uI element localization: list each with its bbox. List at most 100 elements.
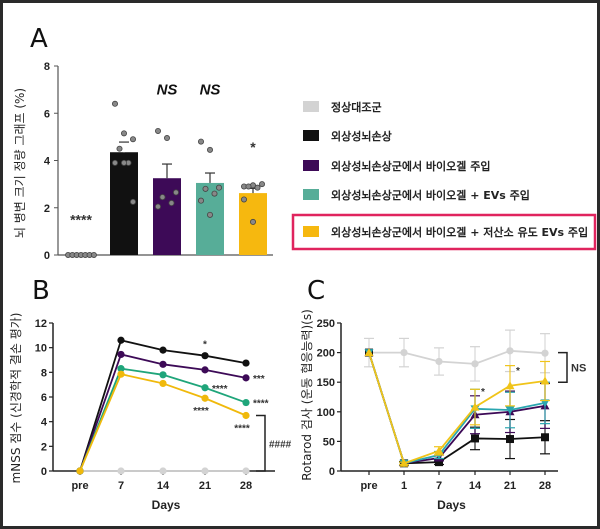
data-point bbox=[206, 146, 213, 153]
data-point bbox=[117, 336, 125, 344]
x-tick-label: 28 bbox=[539, 480, 551, 492]
data-point bbox=[215, 184, 222, 191]
data-point bbox=[90, 251, 97, 258]
data-point bbox=[254, 184, 261, 191]
y-tick-label: 4 bbox=[44, 156, 51, 168]
panel-label-c: C bbox=[307, 276, 325, 306]
data-point bbox=[154, 127, 161, 134]
data-point bbox=[505, 406, 515, 415]
data-point bbox=[159, 371, 167, 379]
data-point bbox=[159, 194, 166, 201]
data-point bbox=[159, 467, 167, 475]
significance-label: **** bbox=[253, 399, 269, 410]
bar-chart-lesion-size: 0 2 4 6 8 뇌 병변 크기 정량 그래프 (%) **** NS NS * bbox=[13, 61, 273, 262]
data-point bbox=[434, 446, 444, 455]
data-point bbox=[202, 185, 209, 192]
y-tick-label: 0 bbox=[41, 466, 47, 478]
data-point bbox=[506, 347, 514, 355]
y-tick-label: 100 bbox=[317, 407, 335, 419]
data-point bbox=[242, 359, 250, 367]
y-tick-label: 8 bbox=[44, 61, 50, 73]
x-tick-label: 7 bbox=[436, 480, 442, 492]
bracket-label: NS bbox=[571, 362, 586, 374]
significance-label: **** bbox=[70, 211, 92, 227]
significance-label: NS bbox=[157, 81, 178, 98]
data-point bbox=[163, 135, 170, 142]
data-point bbox=[242, 467, 250, 475]
y-tick-label: 0 bbox=[329, 466, 335, 478]
data-point bbox=[201, 366, 209, 374]
data-point bbox=[130, 136, 137, 143]
data-point bbox=[76, 467, 84, 475]
y-tick-label: 6 bbox=[41, 392, 47, 404]
data-point bbox=[505, 381, 515, 390]
data-point bbox=[197, 138, 204, 145]
data-point bbox=[242, 374, 250, 382]
significance-bracket bbox=[256, 414, 266, 472]
legend-swatch bbox=[303, 160, 319, 171]
data-point bbox=[117, 350, 125, 359]
data-point bbox=[201, 394, 209, 402]
x-tick-label: pre bbox=[71, 480, 88, 492]
y-axis-label: mNSS 점수 (신경학적 결손 평가) bbox=[9, 313, 23, 484]
series-0 bbox=[76, 467, 250, 475]
significance-label: NS bbox=[200, 81, 221, 98]
x-axis-label: Days bbox=[437, 498, 466, 512]
x-tick-label: 7 bbox=[118, 480, 124, 492]
y-axis-label: Rotarod 검사 (운동 협응능력)(s) bbox=[300, 309, 314, 481]
panel-label-a: A bbox=[30, 24, 48, 54]
significance-bracket bbox=[558, 351, 568, 383]
data-point bbox=[116, 145, 123, 152]
x-tick-label: 14 bbox=[469, 480, 482, 492]
significance-label: *** bbox=[253, 374, 265, 385]
data-point bbox=[159, 346, 167, 354]
data-point bbox=[541, 433, 549, 442]
y-tick-label: 200 bbox=[317, 348, 335, 360]
y-tick-label: 2 bbox=[44, 203, 50, 215]
panel-label-b: B bbox=[32, 276, 50, 306]
y-tick-label: 2 bbox=[41, 441, 47, 453]
x-tick-label: pre bbox=[360, 480, 377, 492]
data-point bbox=[470, 402, 480, 411]
data-point bbox=[117, 467, 125, 475]
data-point bbox=[249, 218, 256, 225]
significance-label: * bbox=[250, 139, 256, 155]
data-point bbox=[540, 399, 550, 408]
line-chart-rotarod: 0 50 100 150 200 250 pre 1 7 14 21 28 Days Rotarod 검사… bbox=[300, 309, 586, 512]
data-point bbox=[112, 159, 119, 166]
data-point bbox=[168, 200, 175, 207]
data-point bbox=[206, 211, 213, 218]
data-point bbox=[240, 196, 247, 203]
y-tick-label: 8 bbox=[41, 367, 47, 379]
significance-label: * bbox=[203, 340, 207, 351]
data-point bbox=[471, 434, 479, 443]
data-point bbox=[435, 458, 443, 467]
y-tick-label: 0 bbox=[44, 250, 50, 262]
data-point bbox=[121, 130, 128, 137]
bar bbox=[196, 182, 224, 255]
legend-swatch bbox=[303, 189, 319, 200]
y-tick-label: 12 bbox=[35, 318, 47, 330]
x-tick-label: 14 bbox=[157, 480, 170, 492]
y-tick-label: 150 bbox=[317, 377, 335, 389]
data-point bbox=[506, 435, 514, 444]
x-tick-label: 1 bbox=[401, 480, 407, 492]
x-axis-label: Days bbox=[152, 498, 181, 512]
data-point bbox=[201, 467, 209, 475]
significance-label: **** bbox=[234, 424, 250, 435]
data-point bbox=[197, 197, 204, 204]
y-tick-label: 6 bbox=[44, 108, 50, 120]
data-point bbox=[541, 349, 549, 357]
legend-label: 정상대조군 bbox=[331, 100, 382, 114]
data-point bbox=[121, 159, 128, 166]
legend-label: 외상성뇌손상군에서 바이오겔 주입 bbox=[331, 159, 490, 173]
legend-swatch bbox=[303, 101, 319, 112]
legend-label: 외상성뇌손상군에서 바이오겔 + EVs 주입 bbox=[331, 188, 530, 202]
data-point bbox=[245, 183, 252, 190]
data-point bbox=[364, 348, 374, 357]
data-point bbox=[400, 349, 408, 357]
series-4 bbox=[76, 370, 250, 475]
